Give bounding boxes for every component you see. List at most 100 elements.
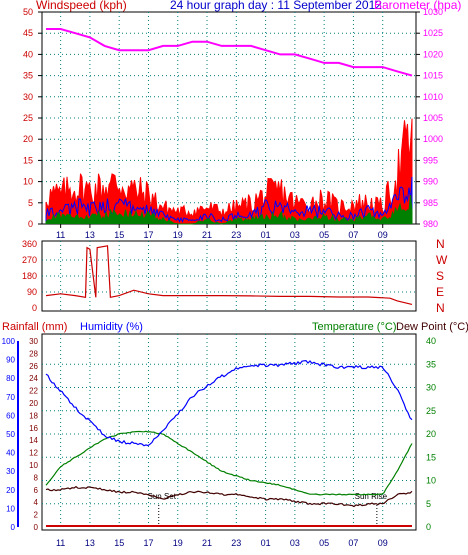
barometer-y-tick-label: 985	[423, 198, 438, 208]
barometer-y-tick-label: 1025	[423, 28, 443, 38]
barometer-y-tick-label: 1020	[423, 49, 443, 59]
wind-x-tick-label: 05	[319, 230, 329, 240]
rainfall-y-tick-label: 30	[29, 337, 38, 346]
sunrise-label: Sun Rise	[355, 492, 388, 501]
wind-y-tick-label: 35	[23, 71, 33, 81]
dir-y-tick-label: 90	[27, 287, 37, 297]
compass-label: W	[436, 253, 448, 267]
wind-y-tick-label: 45	[23, 28, 33, 38]
temperature-y-tick-label: 20	[426, 429, 436, 439]
wind-y-tick-label: 15	[23, 155, 33, 165]
temperature-y-tick-label: 30	[426, 383, 436, 393]
wind-series-gust	[45, 118, 413, 224]
temperature-y-tick-label: 40	[426, 336, 436, 346]
bottom-x-tick-label: 07	[348, 538, 358, 548]
bottom-plot-group: 0102030405060708090100024681012141618202…	[2, 334, 436, 548]
compass-label: N	[436, 301, 445, 315]
temperature-y-tick-label: 5	[426, 499, 431, 509]
bottom-x-tick-label: 11	[56, 538, 65, 548]
humidity-y-tick-label: 30	[6, 467, 15, 476]
bottom-x-tick-label: 01	[261, 538, 271, 548]
humidity-line	[45, 359, 413, 447]
rainfall-y-tick-label: 6	[34, 486, 39, 495]
wind-y-tick-label: 10	[23, 177, 33, 187]
rainfall-y-tick-label: 24	[29, 374, 38, 383]
wind-x-tick-label: 11	[56, 230, 65, 240]
wind-x-tick-label: 01	[261, 230, 271, 240]
rainfall-y-tick-label: 8	[34, 473, 39, 482]
rainfall-y-tick-label: 10	[29, 461, 38, 470]
temperature-y-tick-label: 25	[426, 406, 436, 416]
direction-line	[45, 245, 413, 305]
wind-x-tick-label: 09	[378, 230, 388, 240]
wind-x-tick-label: 23	[231, 230, 241, 240]
graph-title: 24 hour graph day : 11 September 2012	[170, 0, 382, 12]
temperature-y-tick-label: 10	[426, 476, 436, 486]
temperature-line	[45, 430, 413, 496]
compass-label: E	[436, 285, 444, 299]
bottom-x-tick-label: 15	[114, 538, 124, 548]
rainfall-y-tick-label: 12	[29, 449, 38, 458]
wind-x-tick-label: 17	[143, 230, 153, 240]
dir-y-tick-label: 0	[32, 303, 37, 313]
humidity-y-tick-label: 90	[6, 356, 15, 365]
wind-y-tick-label: 0	[28, 219, 33, 229]
temperature-axis-label: Temperature (°C)	[312, 321, 396, 333]
barometer-y-tick-label: 1010	[423, 92, 443, 102]
barometer-line	[46, 28, 413, 77]
humidity-y-tick-label: 60	[6, 411, 15, 420]
wind-y-tick-label: 5	[28, 198, 33, 208]
bottom-x-tick-label: 05	[319, 538, 329, 548]
rainfall-y-tick-label: 20	[29, 399, 38, 408]
wind-y-tick-label: 20	[23, 134, 33, 144]
bottom-x-tick-label: 09	[378, 538, 388, 548]
dewpoint-line	[45, 485, 413, 508]
rainfall-y-tick-label: 14	[29, 436, 38, 445]
humidity-y-tick-label: 10	[6, 504, 15, 513]
wind-series-low	[45, 194, 413, 225]
temperature-y-tick-label: 15	[426, 452, 436, 462]
bottom-x-tick-label: 19	[173, 538, 183, 548]
wind-y-tick-label: 25	[23, 113, 33, 123]
compass-label: N	[436, 237, 445, 251]
barometer-y-tick-label: 1015	[423, 71, 443, 81]
dir-y-tick-label: 180	[22, 271, 37, 281]
wind-x-tick-label: 03	[290, 230, 300, 240]
barometer-y-tick-label: 1005	[423, 113, 443, 123]
wind-y-tick-label: 40	[23, 49, 33, 59]
rainfall-y-tick-label: 0	[34, 523, 39, 532]
wind-y-tick-label: 30	[23, 92, 33, 102]
wind-y-tick-label: 50	[23, 7, 33, 17]
bottom-x-tick-label: 03	[290, 538, 300, 548]
wind-x-tick-label: 13	[85, 230, 95, 240]
dir-y-tick-label: 360	[22, 239, 37, 249]
barometer-y-tick-label: 995	[423, 155, 438, 165]
humidity-y-tick-label: 100	[2, 337, 16, 346]
barometer-y-tick-label: 990	[423, 177, 438, 187]
bottom-x-tick-label: 17	[143, 538, 153, 548]
barometer-y-tick-label: 980	[423, 219, 438, 229]
windspeed-axis-label: Windspeed (kph)	[36, 0, 127, 12]
wind-x-tick-label: 15	[114, 230, 124, 240]
rainfall-y-tick-label: 22	[29, 387, 38, 396]
dewpoint-axis-label: Dew Point (°C)	[396, 321, 468, 333]
wind-x-tick-label: 19	[173, 230, 183, 240]
rainfall-y-tick-label: 2	[34, 511, 39, 520]
humidity-y-tick-label: 80	[6, 374, 15, 383]
direction-panel-frame	[41, 240, 417, 312]
bottom-x-tick-label: 21	[202, 538, 212, 548]
barometer-y-tick-label: 1030	[423, 7, 443, 17]
rainfall-y-tick-label: 28	[29, 349, 38, 358]
temperature-y-tick-label: 35	[426, 359, 436, 369]
humidity-y-tick-label: 20	[6, 486, 15, 495]
humidity-y-tick-label: 40	[6, 449, 15, 458]
rainfall-y-tick-label: 4	[34, 498, 39, 507]
temperature-y-tick-label: 0	[426, 522, 431, 532]
rainfall-y-tick-label: 18	[29, 411, 38, 420]
wind-x-tick-label: 21	[202, 230, 212, 240]
wind-x-tick-label: 07	[348, 230, 358, 240]
barometer-y-tick-label: 1000	[423, 134, 443, 144]
